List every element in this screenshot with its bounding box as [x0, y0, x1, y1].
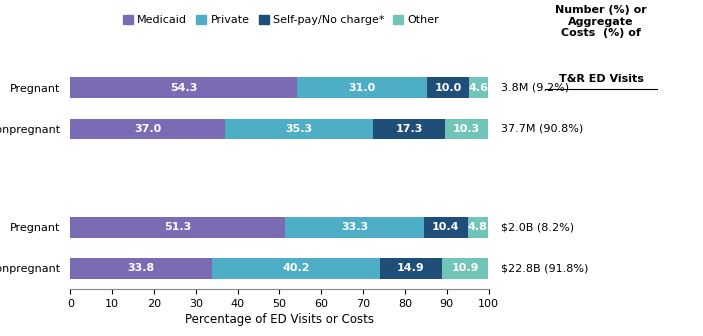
Text: $22.8B (91.8%): $22.8B (91.8%)	[501, 263, 588, 274]
Bar	[285, 217, 424, 238]
Text: 10.9: 10.9	[451, 263, 479, 274]
Bar	[445, 119, 488, 139]
Text: 4.8: 4.8	[467, 222, 488, 233]
Bar	[380, 258, 442, 279]
Text: 33.8: 33.8	[127, 263, 155, 274]
Bar	[212, 258, 380, 279]
Bar	[424, 217, 467, 238]
Bar	[297, 78, 427, 98]
Text: 14.9: 14.9	[397, 263, 425, 274]
Legend: Medicaid, Private, Self-pay/No charge*, Other: Medicaid, Private, Self-pay/No charge*, …	[118, 11, 444, 30]
Text: 37.7M (90.8%): 37.7M (90.8%)	[501, 124, 583, 134]
Bar	[70, 119, 225, 139]
Bar	[225, 119, 373, 139]
Text: 17.3: 17.3	[395, 124, 423, 134]
Bar	[70, 217, 285, 238]
Bar	[467, 217, 488, 238]
Bar	[70, 258, 212, 279]
Text: 35.3: 35.3	[285, 124, 312, 134]
Bar	[70, 78, 297, 98]
Bar	[442, 258, 488, 279]
Text: Number (%) or
Aggregate
Costs  (%) of: Number (%) or Aggregate Costs (%) of	[555, 5, 647, 38]
Bar	[469, 78, 488, 98]
Text: 40.2: 40.2	[282, 263, 309, 274]
Bar	[373, 119, 445, 139]
Text: 51.3: 51.3	[164, 222, 191, 233]
Text: 4.6: 4.6	[468, 83, 489, 93]
Text: 3.8M (9.2%): 3.8M (9.2%)	[501, 83, 569, 93]
Text: 33.3: 33.3	[341, 222, 368, 233]
Text: 10.4: 10.4	[432, 222, 460, 233]
Text: 10.0: 10.0	[434, 83, 462, 93]
Text: 54.3: 54.3	[170, 83, 198, 93]
Text: 10.3: 10.3	[453, 124, 480, 134]
Bar	[427, 78, 469, 98]
Text: T&R ED Visits: T&R ED Visits	[559, 74, 643, 84]
Text: 31.0: 31.0	[349, 83, 376, 93]
Text: $2.0B (8.2%): $2.0B (8.2%)	[501, 222, 574, 233]
Text: 37.0: 37.0	[134, 124, 161, 134]
X-axis label: Percentage of ED Visits or Costs: Percentage of ED Visits or Costs	[185, 313, 374, 326]
